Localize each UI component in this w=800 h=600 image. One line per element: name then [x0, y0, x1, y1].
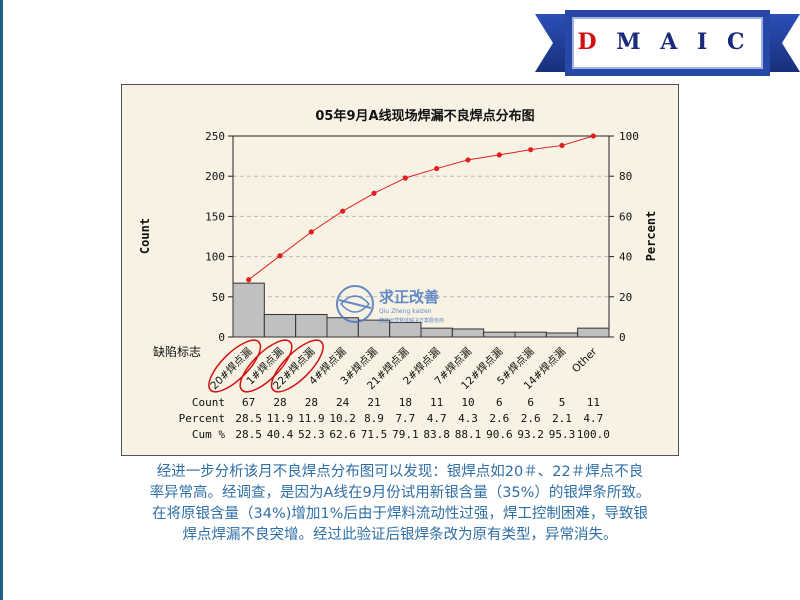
dmaic-letter-c: C: [726, 29, 751, 55]
logo-tagline: 精益运营整体解决方案服务商: [379, 317, 444, 324]
logo-globe-icon: [336, 285, 374, 323]
table-cell: 79.1: [392, 428, 419, 441]
table-cell: 93.2: [517, 428, 544, 441]
cumulative-point: [340, 208, 346, 214]
note-line: 率异常高。经调查，是因为A线在9月份试用新银含量（35%）的银焊条所致。: [149, 485, 651, 501]
table-cell: 4.3: [458, 412, 478, 425]
table-cell: 62.6: [329, 428, 356, 441]
watermark-logo: 求正改善 Qiu Zheng kaizen 精益运营整体解决方案服务商: [336, 285, 444, 324]
chart-title: 05年9月A线现场焊漏不良焊点分布图: [315, 108, 534, 124]
table-cell: 21: [367, 396, 380, 409]
right-tick-label: 80: [619, 170, 632, 183]
table-cell: 7.7: [395, 412, 415, 425]
left-tick-label: 100: [205, 251, 225, 264]
table-row-label: Percent: [179, 412, 225, 425]
table-cell: 28: [305, 396, 318, 409]
note-line: 经进一步分析该月不良焊点分布图可以发现：银焊点如20＃、22＃焊点不良: [156, 464, 644, 480]
note-line: 焊点焊漏不良突增。经过此验证后银焊条改为原有类型，异常消失。: [182, 527, 618, 543]
right-tick-label: 20: [619, 291, 632, 304]
table-cell: 67: [242, 396, 255, 409]
right-tick-label: 100: [619, 130, 639, 143]
bar: [263, 313, 297, 338]
table-cell: 28.5: [235, 412, 262, 425]
cumulative-point: [246, 277, 252, 283]
bar: [420, 327, 453, 338]
table-cell: 2.6: [489, 412, 509, 425]
cumulative-point: [434, 165, 440, 172]
right-axis-label: Percent: [644, 211, 658, 262]
category-label: Other: [570, 345, 600, 375]
highlight-ellipse: [270, 339, 324, 393]
table-cell: 90.6: [486, 428, 513, 441]
table-cell: 11: [430, 396, 443, 409]
dmaic-letter-m: M: [616, 29, 647, 55]
right-tick-label: 0: [619, 331, 626, 344]
category-axis-label: 缺陷标志: [153, 344, 201, 359]
bar: [232, 282, 265, 338]
table-cell: 8.9: [364, 412, 384, 425]
table-cell: 28: [273, 396, 286, 409]
table-cell: 18: [399, 396, 412, 409]
left-accent-bar: [0, 0, 3, 600]
table-cell: 71.5: [361, 428, 388, 441]
bar: [545, 332, 579, 338]
cumulative-point: [590, 133, 596, 139]
dmaic-letter-d: D: [577, 29, 603, 55]
table-cell: 5: [559, 396, 566, 409]
note-line: 在将原银含量（34%)增加1%后由于焊料流动性过强，焊工控制困难，导致银: [152, 506, 648, 522]
bar: [483, 331, 516, 338]
bar: [514, 331, 547, 338]
table-cell: 88.1: [455, 428, 482, 441]
logo-subtitle: Qiu Zheng kaizen: [379, 308, 432, 315]
cumulative-point: [465, 157, 471, 163]
right-tick-label: 40: [619, 251, 632, 264]
table-cell: 100.0: [577, 428, 610, 441]
chart-panel: [121, 84, 679, 456]
cumulative-point: [308, 229, 314, 235]
table-cell: 2.6: [521, 412, 541, 425]
table-cell: 6: [496, 396, 503, 409]
dmaic-badge: [535, 10, 800, 76]
left-tick-label: 50: [212, 291, 225, 304]
cumulative-point: [528, 147, 534, 153]
table-cell: 83.8: [423, 428, 450, 441]
left-tick-label: 150: [205, 210, 225, 223]
cumulative-point: [371, 190, 377, 196]
left-tick-label: 200: [205, 170, 225, 183]
cumulative-line: [248, 135, 594, 281]
table-cell: 11.9: [267, 412, 294, 425]
dmaic-text: D M A I C: [573, 22, 755, 62]
table-row-label: Count: [192, 396, 225, 409]
bar: [577, 327, 610, 338]
bar: [451, 328, 485, 338]
pareto-chart: 05年9月A线现场焊漏不良焊点分布图 Count Percent 缺陷标志 0 5…: [138, 108, 658, 441]
bar: [295, 313, 328, 338]
table-cell: 10.2: [329, 412, 356, 425]
logo-title: 求正改善: [379, 288, 439, 306]
dmaic-letter-i: I: [697, 29, 714, 55]
table-cell: 95.3: [549, 428, 576, 441]
table-cell: 11: [587, 396, 600, 409]
table-cell: 52.3: [298, 428, 325, 441]
left-axis-label: Count: [138, 218, 152, 254]
analysis-note: 经进一步分析该月不良焊点分布图可以发现：银焊点如20＃、22＃焊点不良 率异常高…: [90, 462, 710, 546]
table-cell: 24: [336, 396, 350, 409]
table-cell: 28.5: [235, 428, 262, 441]
right-tick-label: 60: [619, 210, 632, 223]
left-tick-label: 250: [205, 130, 225, 143]
table-cell: 40.4: [267, 428, 294, 441]
table-cell: 2.1: [552, 412, 572, 425]
cumulative-point: [496, 152, 502, 158]
cumulative-point: [402, 175, 408, 181]
table-cell: 10: [461, 396, 474, 409]
table-cell: 11.9: [298, 412, 325, 425]
table-cell: 6: [527, 396, 534, 409]
cumulative-point: [559, 142, 565, 149]
cumulative-point: [277, 253, 283, 259]
dmaic-letter-a: A: [660, 29, 684, 55]
table-cell: 4.7: [583, 412, 603, 425]
table-row-label: Cum %: [192, 428, 225, 441]
left-tick-label: 0: [218, 331, 225, 344]
table-cell: 4.7: [427, 412, 447, 425]
